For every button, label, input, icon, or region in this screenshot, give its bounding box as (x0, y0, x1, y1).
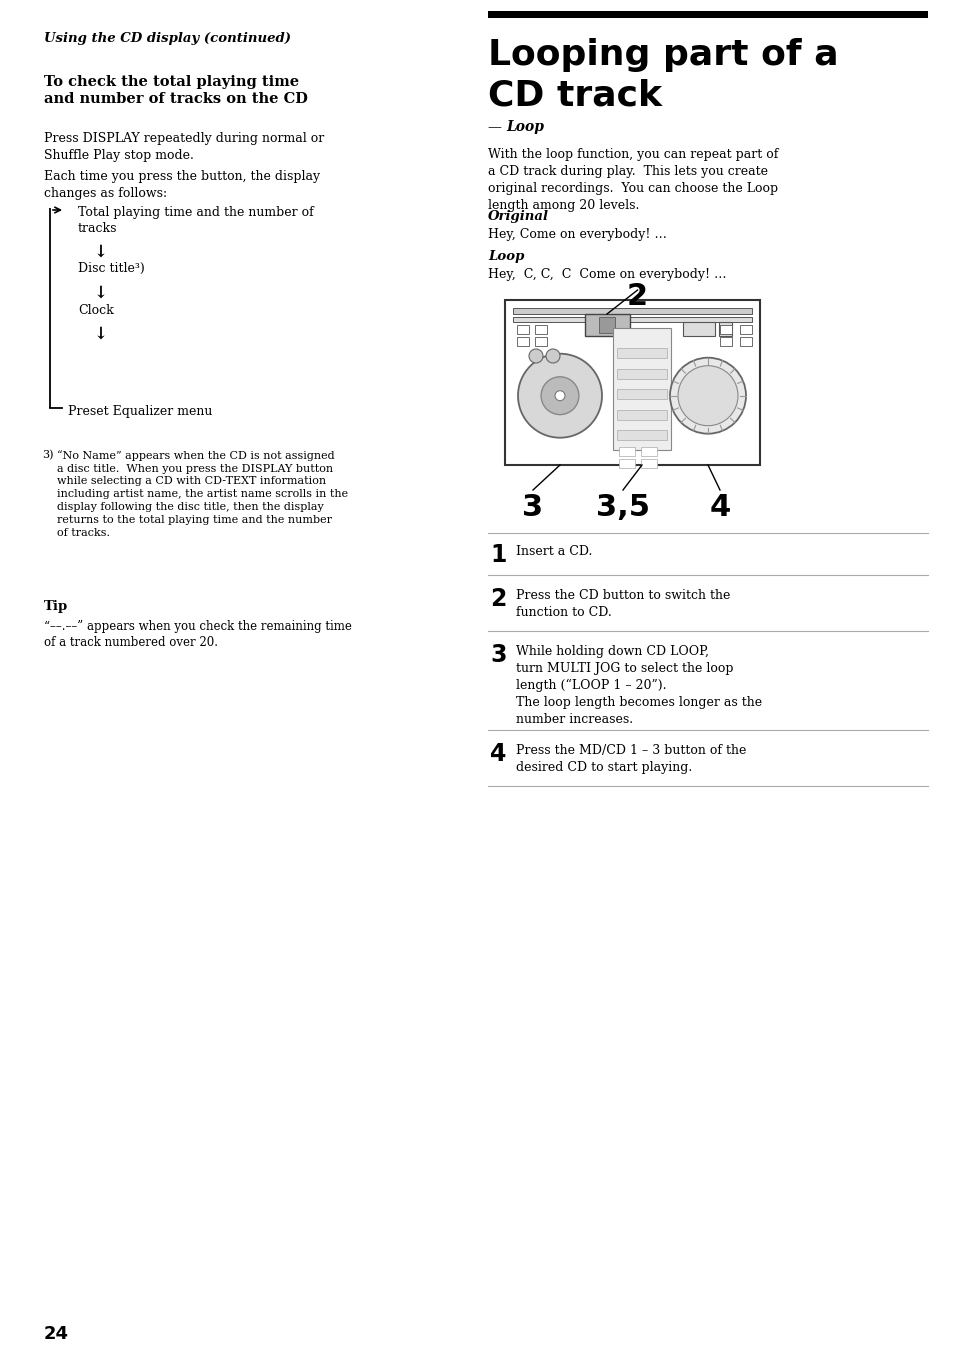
Bar (740, 325, 751, 333)
Text: —: — (488, 121, 506, 134)
Bar (535, 325, 546, 333)
Text: 3): 3) (42, 450, 53, 461)
Text: Press the MD/CD 1 – 3 button of the
desired CD to start playing.: Press the MD/CD 1 – 3 button of the desi… (516, 744, 745, 774)
Text: 4: 4 (709, 493, 730, 522)
Bar (682, 322, 715, 336)
Text: To check the total playing time
and number of tracks on the CD: To check the total playing time and numb… (44, 75, 308, 106)
Text: 3: 3 (490, 644, 506, 667)
Text: Loop: Loop (488, 251, 524, 263)
Circle shape (529, 350, 542, 363)
Bar (535, 337, 546, 346)
Text: Preset Equalizer menu: Preset Equalizer menu (68, 405, 213, 417)
Text: Loop: Loop (505, 121, 543, 134)
Text: CD track: CD track (488, 79, 661, 112)
Bar (640, 447, 657, 457)
Text: 3: 3 (522, 493, 543, 522)
Bar (617, 430, 666, 440)
Text: ↓: ↓ (92, 285, 107, 302)
Bar (617, 369, 666, 378)
Bar (720, 325, 731, 333)
Text: ↓: ↓ (92, 244, 107, 262)
Text: 2: 2 (626, 282, 647, 312)
Text: Looping part of a: Looping part of a (488, 38, 838, 72)
Bar (517, 325, 529, 333)
Text: “––.––” appears when you check the remaining time
of a track numbered over 20.: “––.––” appears when you check the remai… (44, 621, 352, 649)
Text: 24: 24 (44, 1325, 69, 1343)
Text: Tip: Tip (44, 600, 69, 612)
Text: With the loop function, you can repeat part of
a CD track during play.  This let: With the loop function, you can repeat p… (488, 148, 778, 211)
Bar (617, 409, 666, 420)
Bar (513, 317, 751, 322)
Text: ↓: ↓ (92, 327, 107, 343)
Bar (517, 337, 529, 346)
Text: While holding down CD LOOP,
turn MULTI JOG to select the loop
length (“LOOP 1 – : While holding down CD LOOP, turn MULTI J… (516, 645, 761, 726)
Text: Press DISPLAY repeatedly during normal or
Shuffle Play stop mode.: Press DISPLAY repeatedly during normal o… (44, 131, 324, 163)
Bar (513, 308, 751, 314)
Bar (740, 337, 751, 346)
Bar (640, 459, 657, 467)
Text: Press the CD button to switch the
function to CD.: Press the CD button to switch the functi… (516, 589, 730, 619)
Bar (488, 11, 927, 18)
Bar (719, 322, 732, 336)
Bar (618, 459, 635, 467)
Text: 1: 1 (490, 543, 506, 566)
Bar (618, 447, 635, 457)
Text: 4: 4 (490, 743, 506, 766)
Bar (584, 314, 629, 336)
Text: Using the CD display (continued): Using the CD display (continued) (44, 33, 291, 45)
Text: 3,5: 3,5 (596, 493, 649, 522)
Text: Total playing time and the number of
tracks: Total playing time and the number of tra… (78, 206, 314, 234)
Bar (598, 317, 615, 333)
Circle shape (555, 390, 564, 401)
Circle shape (678, 366, 738, 425)
Text: Each time you press the button, the display
changes as follows:: Each time you press the button, the disp… (44, 169, 320, 201)
Bar (720, 337, 731, 346)
Text: “No Name” appears when the CD is not assigned
a disc title.  When you press the : “No Name” appears when the CD is not ass… (57, 450, 348, 538)
Text: Clock: Clock (78, 304, 113, 317)
Text: Insert a CD.: Insert a CD. (516, 545, 592, 558)
Text: Original: Original (488, 210, 548, 224)
Text: Hey, Come on everybody! …: Hey, Come on everybody! … (488, 228, 666, 241)
Text: Disc title³): Disc title³) (78, 262, 145, 275)
Bar (617, 389, 666, 398)
Circle shape (540, 377, 578, 415)
Bar (613, 328, 670, 450)
Circle shape (517, 354, 601, 438)
Text: Hey,  C, C,  C  Come on everybody! …: Hey, C, C, C Come on everybody! … (488, 268, 726, 280)
Text: 2: 2 (490, 587, 506, 611)
Bar (504, 299, 760, 465)
Circle shape (545, 350, 559, 363)
Circle shape (669, 358, 745, 434)
Bar (617, 348, 666, 358)
